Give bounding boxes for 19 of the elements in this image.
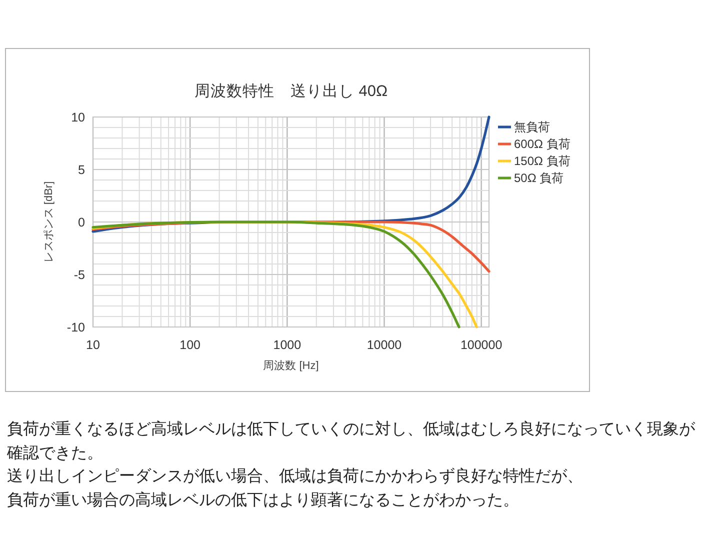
legend-label: 無負荷	[514, 120, 550, 134]
x-axis-title: 周波数 [Hz]	[263, 359, 319, 372]
y-tick-label: -5	[74, 268, 86, 282]
text: 送り出しインピーダンスが低い場合、低域は負荷にかかわらず良好な特性だが、	[7, 465, 584, 487]
text: 負荷が重い場合の高域レベルの低下はより顕著になることがわかった。	[7, 488, 520, 510]
legend-label: 150Ω 負荷	[514, 154, 570, 168]
legend-label: 50Ω 負荷	[514, 171, 564, 185]
x-tick-label: 1000	[273, 338, 302, 352]
chart-title: 周波数特性 送り出し 40Ω	[194, 82, 388, 100]
x-tick-label: 10000	[366, 338, 402, 352]
y-axis-title: レスポンス [dBr]	[43, 181, 55, 263]
y-tick-label: 10	[71, 110, 86, 124]
y-tick-label: -10	[66, 320, 86, 334]
text: 負荷が重くなるほど高域レベルは低下していくのに対し、低域はむしろ良好になっていく現象が確認できた。	[7, 418, 696, 464]
y-tick-label: 5	[78, 163, 86, 177]
x-tick-label: 100000	[460, 338, 502, 352]
y-tick-label: 0	[78, 216, 86, 230]
x-tick-label: 100	[180, 338, 201, 352]
legend-label: 600Ω 負荷	[514, 137, 570, 151]
